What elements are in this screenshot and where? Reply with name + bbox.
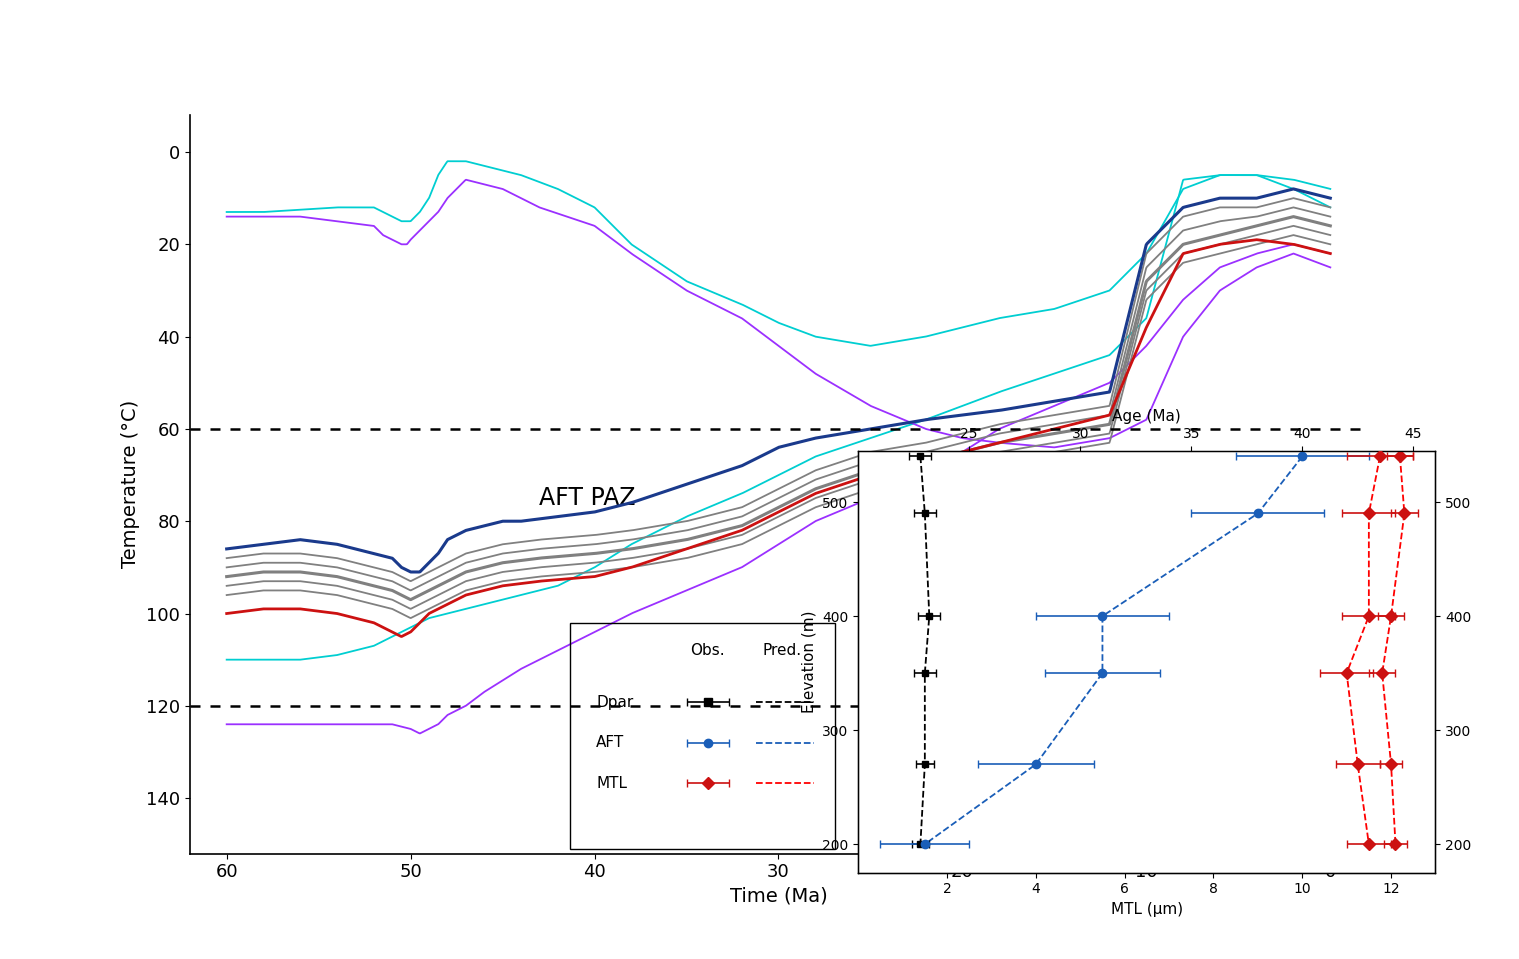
Text: MTL: MTL (595, 776, 627, 791)
Text: AFT: AFT (595, 736, 624, 750)
Y-axis label: Elevation (m): Elevation (m) (802, 611, 817, 713)
X-axis label: MTL (μm): MTL (μm) (1110, 902, 1183, 917)
Text: AFT PAZ: AFT PAZ (539, 486, 636, 510)
X-axis label: Age (Ma): Age (Ma) (1112, 409, 1182, 425)
Text: Pred.: Pred. (763, 643, 802, 658)
X-axis label: Time (Ma): Time (Ma) (729, 887, 828, 906)
Text: Obs.: Obs. (691, 643, 725, 658)
Text: Dpar: Dpar (595, 694, 633, 710)
Y-axis label: Temperature (°C): Temperature (°C) (122, 400, 140, 569)
